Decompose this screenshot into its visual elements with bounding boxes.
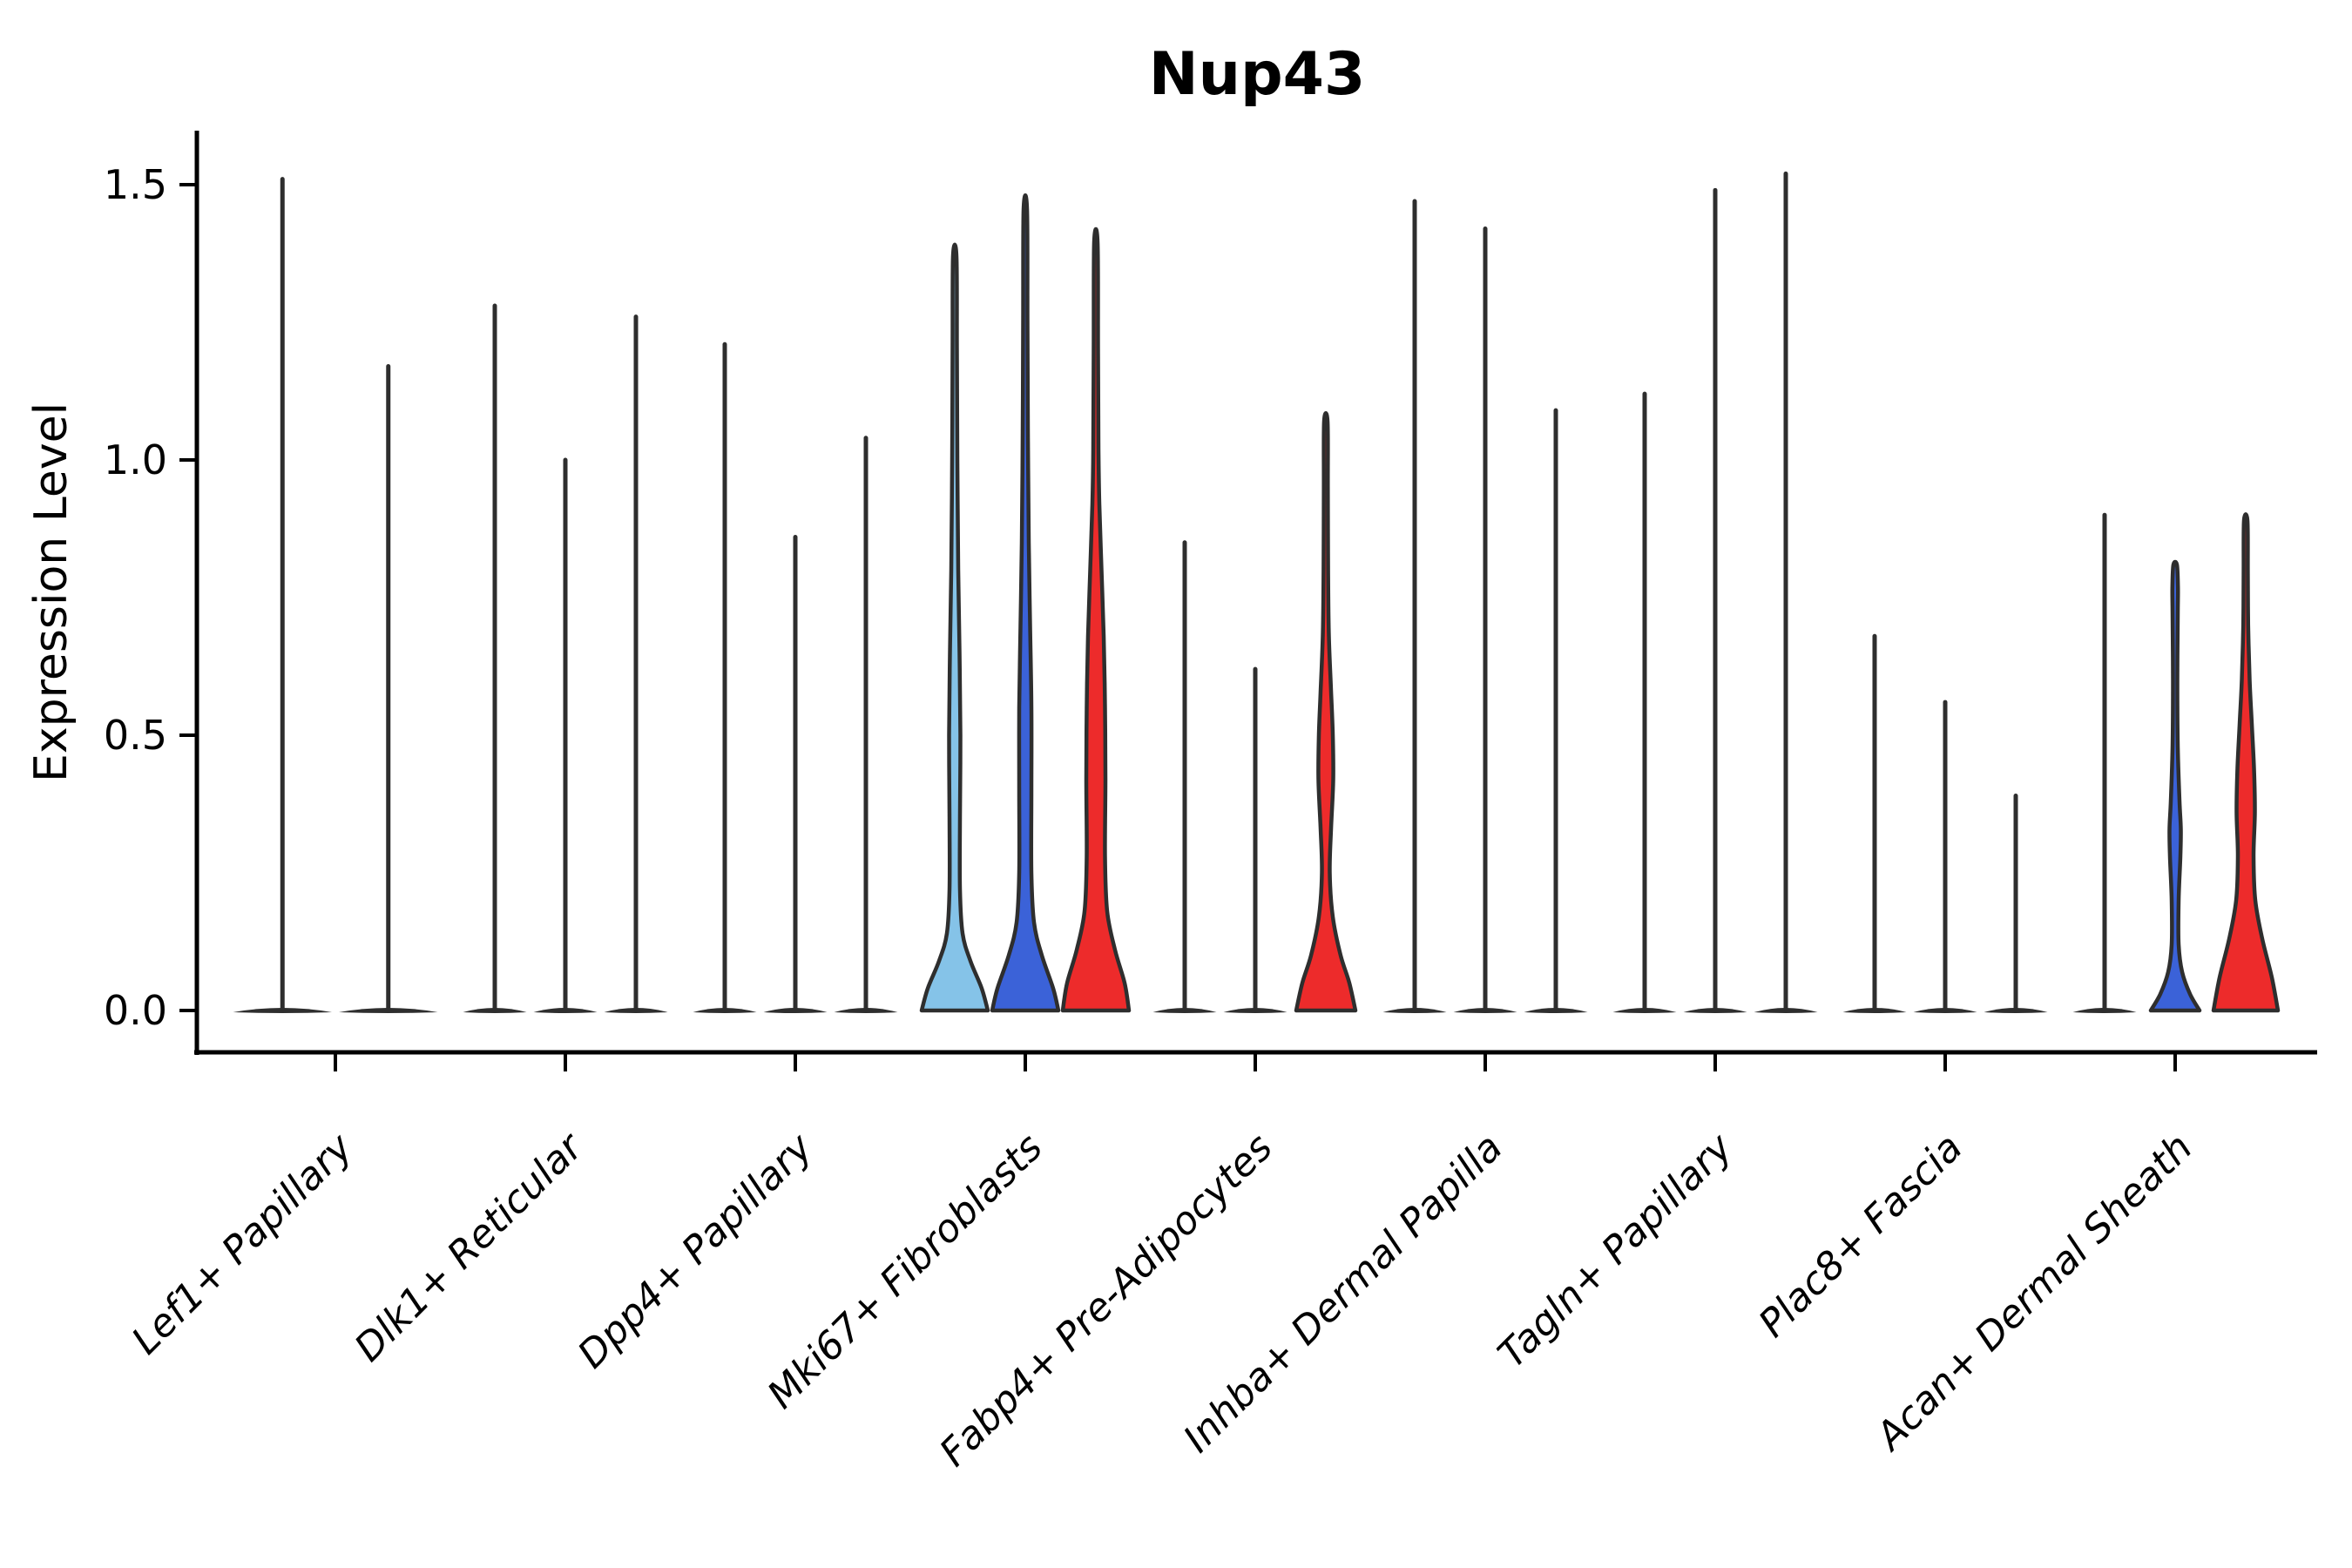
violin-body [1294, 411, 1358, 1013]
x-tick-label: Plac8+ Fascia [1750, 1125, 1970, 1346]
violin-body [990, 193, 1061, 1013]
violin-body [2211, 512, 2281, 1013]
violin-body [2148, 559, 2202, 1013]
x-tick-label: Lef1+ Papillary [124, 1125, 362, 1363]
y-tick-label: 0.5 [104, 712, 167, 759]
x-tick-label: Dlk1+ Reticular [346, 1124, 592, 1370]
x-tick-label: Tagln+ Papillary [1490, 1125, 1741, 1376]
violins-layer [233, 171, 2281, 1013]
violin-body [919, 242, 990, 1013]
violin-body [1060, 226, 1132, 1013]
y-axis-label: Expression Level [25, 402, 78, 782]
y-axis-ticks: 0.0 0.5 1.0 1.5 [104, 161, 197, 1034]
chart-title: Nup43 [1149, 40, 1366, 109]
y-tick-label: 1.5 [104, 161, 167, 208]
y-tick-label: 1.0 [104, 436, 167, 483]
y-tick-label: 0.0 [104, 987, 167, 1034]
x-tick-label: Dpp4+ Papillary [570, 1125, 822, 1377]
